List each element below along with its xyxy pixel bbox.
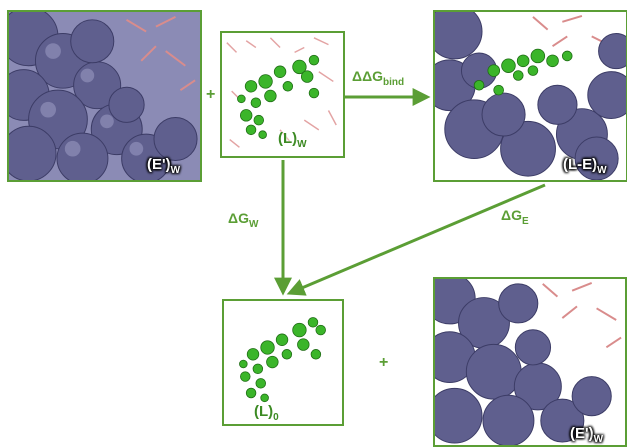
panel-label-enzyme-bottom: (E')W <box>570 425 604 445</box>
plus-sign-bottom: + <box>379 354 389 371</box>
panel-enzyme-solvated-top: (E')W <box>7 10 202 182</box>
panel-ligand-gas: (L)0 <box>222 299 344 426</box>
label-dg-w: ΔGW <box>228 210 259 230</box>
protein-surface-image-bottom <box>435 279 625 445</box>
panel-label-enzyme-top: (E')W <box>147 156 181 176</box>
plus-sign-top: + <box>206 86 216 103</box>
arrow-complex-dissociation <box>286 183 546 296</box>
panel-label-complex: (L-E)W <box>563 156 607 176</box>
panel-label-ligand-gas: (L)0 <box>254 403 279 423</box>
panel-label-ligand-solvated: (L)W <box>278 130 307 150</box>
ligand-gas-image <box>224 301 342 424</box>
panel-enzyme-solvated-bottom: (E')W <box>433 277 627 447</box>
label-ddg-bind: ΔΔGbind <box>352 68 405 88</box>
complex-image <box>435 12 626 180</box>
panel-ligand-solvated: (L)W <box>220 31 345 158</box>
protein-surface-image <box>9 12 200 180</box>
ligand-solvated-image <box>222 33 343 156</box>
label-dg-e: ΔGE <box>501 207 529 227</box>
panel-complex-solvated: (L-E)W <box>433 10 627 182</box>
